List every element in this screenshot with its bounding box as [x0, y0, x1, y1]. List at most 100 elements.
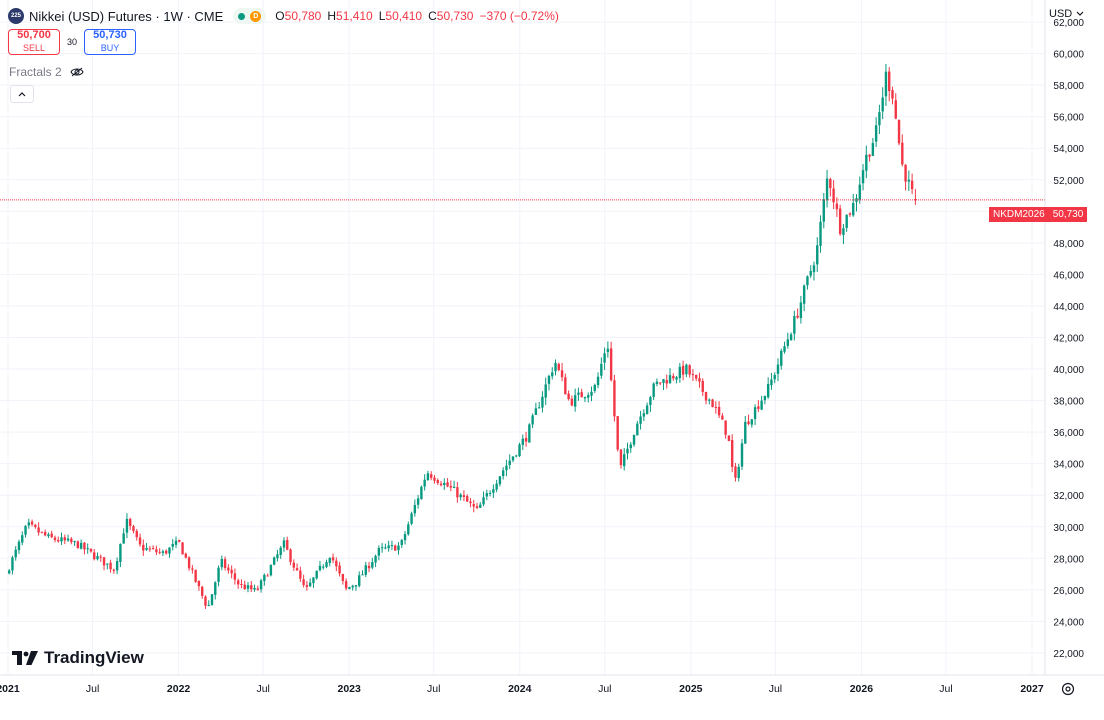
buy-button[interactable]: 50,730 BUY	[84, 29, 136, 55]
candle-body	[407, 524, 410, 535]
candle-body	[387, 545, 390, 549]
candle-body	[53, 537, 57, 541]
candle-body	[96, 556, 99, 560]
collapse-legend-button[interactable]	[10, 85, 34, 103]
candle-body	[606, 348, 610, 353]
candle-body	[868, 154, 871, 157]
candle-body	[168, 547, 171, 554]
symbol-title[interactable]: Nikkei (USD) Futures · 1W · CME	[29, 8, 224, 24]
candle-body	[246, 585, 250, 589]
candle-body	[708, 399, 711, 401]
candle-body	[616, 416, 619, 450]
candle-body	[642, 413, 646, 417]
gear-icon[interactable]	[1060, 681, 1076, 697]
candle-body	[200, 586, 204, 596]
candle-body	[570, 398, 574, 406]
candle-body	[305, 585, 309, 587]
open-label: O	[275, 9, 285, 23]
candle-body	[763, 396, 767, 401]
candle-body	[371, 562, 374, 568]
candle-body	[547, 375, 551, 384]
tradingview-watermark[interactable]: TradingView	[12, 648, 144, 668]
sell-label: SELL	[22, 43, 46, 53]
chart-header: 225 Nikkei (USD) Futures · 1W · CME D O5…	[8, 6, 559, 26]
currency-selector[interactable]: USD	[1049, 8, 1084, 20]
sell-button[interactable]: 50,700 SELL	[8, 29, 60, 55]
candle-body	[511, 456, 515, 461]
candle-body	[43, 531, 47, 536]
time-tick-label: Jul	[769, 683, 782, 695]
candle-body	[142, 544, 145, 551]
candle-body	[861, 170, 865, 184]
candle-body	[34, 524, 37, 528]
spread-value: 30	[66, 37, 77, 47]
eye-hidden-icon[interactable]	[70, 67, 84, 77]
candle-body	[806, 276, 809, 286]
candle-body	[181, 542, 184, 555]
price-tick-label: 40,000	[1053, 365, 1084, 376]
price-tick-label: 22,000	[1053, 649, 1084, 660]
candle-body	[86, 548, 89, 550]
candle-body	[433, 477, 436, 481]
candle-body	[766, 384, 770, 398]
indicator-name[interactable]: Fractals 2	[9, 65, 62, 79]
candle-body	[367, 565, 371, 569]
candle-body	[793, 316, 796, 334]
candle-body	[835, 203, 839, 210]
price-tick-label: 36,000	[1053, 428, 1084, 439]
candle-body	[482, 497, 485, 505]
time-axis[interactable]: 2021 Jul 2022 Jul 2023 Jul 2024 Jul 2025 Jul 2026 J…	[0, 683, 1044, 695]
candle-body	[204, 596, 207, 606]
candle-body	[446, 482, 449, 487]
candle-body	[737, 466, 740, 478]
candle-body	[744, 421, 747, 444]
candle-body	[521, 438, 525, 445]
candle-body	[57, 539, 60, 542]
price-tick-label: 24,000	[1053, 617, 1084, 628]
candle-body	[197, 580, 201, 587]
candle-body	[747, 421, 750, 424]
candle-body	[420, 486, 423, 500]
time-tick-label: Jul	[939, 683, 952, 695]
candle-body	[17, 541, 21, 551]
price-axis[interactable]: 22,000 24,000 26,000 28,000 30,000 32,000 34,0…	[1053, 18, 1084, 660]
candle-body	[236, 580, 240, 585]
candle-body	[557, 363, 560, 370]
candle-body	[714, 406, 718, 408]
ohlc-values: O50,780 H51,410 L50,410 C50,730 −370 (−0…	[275, 9, 559, 23]
price-tick-label: 56,000	[1053, 113, 1084, 124]
candle-body	[580, 392, 583, 398]
candle-body	[812, 265, 816, 273]
market-status[interactable]: D	[233, 8, 267, 24]
price-tick-label: 54,000	[1053, 144, 1084, 155]
candle-body	[331, 557, 335, 561]
candle-body	[528, 424, 531, 443]
candle-body	[829, 179, 832, 189]
candle-body	[672, 375, 675, 379]
candle-body	[299, 570, 302, 579]
candle-body	[233, 573, 237, 580]
candle-body	[492, 489, 495, 493]
candle-body	[436, 480, 439, 484]
candle-body	[675, 377, 678, 380]
candle-body	[256, 588, 260, 590]
candle-body	[619, 449, 623, 466]
candle-body	[344, 581, 348, 589]
price-tick-label: 38,000	[1053, 397, 1084, 408]
price-tick-label: 58,000	[1053, 81, 1084, 92]
candle-body	[796, 315, 799, 318]
time-tick-label: 2023	[337, 683, 361, 695]
candle-body	[871, 143, 875, 156]
candle-body	[400, 540, 403, 545]
price-tick-label: 52,000	[1053, 176, 1084, 187]
candle-body	[842, 228, 845, 235]
candle-body	[158, 552, 161, 554]
candle-body	[554, 362, 557, 372]
candle-body	[462, 495, 466, 497]
price-tick-label: 60,000	[1053, 50, 1084, 61]
time-tick-label: Jul	[427, 683, 440, 695]
candle-body	[613, 380, 616, 417]
indicator-legend[interactable]: Fractals 2	[9, 65, 84, 79]
candle-body	[227, 567, 230, 571]
